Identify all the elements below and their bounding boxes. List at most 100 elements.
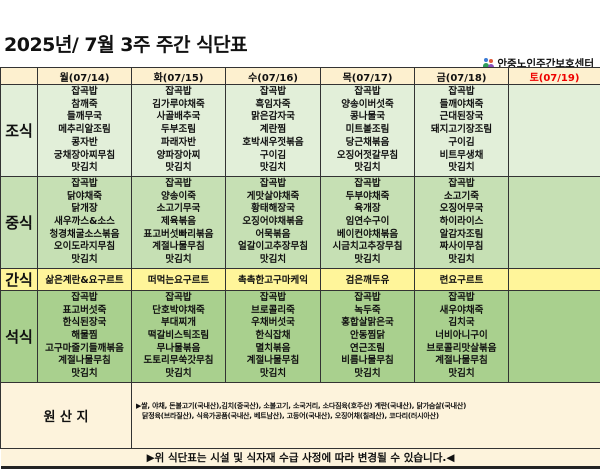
- day-header: 화(07/15): [132, 68, 226, 85]
- menu-item: 양송이죽: [132, 191, 225, 204]
- notice-row: ▶위 식단표는 시설 및 식자재 수급 사정에 따라 변경될 수 있습니다.◀: [1, 448, 600, 467]
- menu-item: 안동찜닭: [321, 330, 414, 343]
- menu-item: 새우야채죽: [415, 305, 508, 318]
- meal-label: 석식: [1, 290, 38, 382]
- menu-item: 맛김치: [132, 254, 225, 267]
- menu-item: 잡곡밥: [132, 86, 225, 99]
- menu-item: 양송이버섯죽: [321, 99, 414, 112]
- day-header: 금(07/18): [415, 68, 509, 85]
- menu-item: 맑은감자국: [226, 111, 320, 124]
- menu-item: 맛김치: [321, 254, 414, 267]
- menu-item: 계절나물무침: [226, 355, 320, 368]
- menu-item: 근대된장국: [415, 111, 508, 124]
- menu-item: 맛김치: [415, 254, 508, 267]
- menu-item: 황태해장국: [226, 203, 320, 216]
- menu-item: 잡곡밥: [38, 292, 131, 305]
- origin-label: 원 산 지: [1, 382, 132, 448]
- menu-item: 들깨야채죽: [415, 99, 508, 112]
- menu-item: 잡곡밥: [415, 292, 508, 305]
- menu-item: 한식된장국: [38, 317, 131, 330]
- menu-item: 들깨무국: [38, 111, 131, 124]
- menu-item: 청경채굴소스볶음: [38, 229, 131, 242]
- menu-item: 시금치고추장무침: [321, 241, 414, 254]
- menu-item: 계란찜: [226, 124, 320, 137]
- day-header: 월(07/14): [38, 68, 132, 85]
- menu-item: 제육볶음: [132, 216, 225, 229]
- notice-text: ▶위 식단표는 시설 및 식자재 수급 사정에 따라 변경될 수 있습니다.◀: [1, 448, 600, 467]
- menu-item: 연근조림: [321, 343, 414, 356]
- menu-item: 게맛살야채죽: [226, 191, 320, 204]
- menu-item: 우채버섯국: [226, 317, 320, 330]
- menu-item: 맛김치: [38, 368, 131, 381]
- menu-item: 임연수구이: [321, 216, 414, 229]
- snack-cell: 떠먹는요구르트: [132, 268, 226, 290]
- page-title: 2025년/ 7월 3주 주간 식단표: [4, 30, 247, 57]
- menu-item: 계절나물무침: [132, 241, 225, 254]
- menu-item: 잡곡밥: [226, 178, 320, 191]
- menu-item: 흑임자죽: [226, 99, 320, 112]
- menu-item: 오징어무국: [415, 203, 508, 216]
- menu-item: 계절나물무침: [415, 355, 508, 368]
- menu-item: 구이김: [226, 150, 320, 163]
- menu-item: 파래자반: [132, 137, 225, 150]
- menu-item: 당근채볶음: [321, 137, 414, 150]
- menu-item: 오이도라지무침: [38, 241, 131, 254]
- menu-item: 부대찌개: [132, 317, 225, 330]
- origin-row: 원 산 지 ▶쌀, 야채, 돈불고기(국내산),김치(중국산), 소불고기, 소…: [1, 382, 600, 448]
- menu-item: 떡갈비스틱조림: [132, 330, 225, 343]
- menu-item: 무나물볶음: [132, 343, 225, 356]
- menu-item: 호박새우젓볶음: [226, 137, 320, 150]
- menu-item: 비트무생채: [415, 150, 508, 163]
- menu-item: 오징어젓갈무침: [321, 150, 414, 163]
- snack-cell: 삶은계란&요구르트: [38, 268, 132, 290]
- menu-item: 계절나물무침: [38, 355, 131, 368]
- menu-item: 오징어야채볶음: [226, 216, 320, 229]
- menu-item: 새우까스&소스: [38, 216, 131, 229]
- menu-item: 잡곡밥: [38, 86, 131, 99]
- menu-item: 메추리알조림: [38, 124, 131, 137]
- day-header-row: 월(07/14) 화(07/15) 수(07/16) 목(07/17) 금(07…: [1, 68, 600, 85]
- menu-item: 도토리무쑥갓무침: [132, 355, 225, 368]
- menu-item: 콩자반: [38, 137, 131, 150]
- menu-item: 소고기무국: [132, 203, 225, 216]
- menu-item: 어묵볶음: [226, 229, 320, 242]
- menu-item: 하이라이스: [415, 216, 508, 229]
- menu-item: 닭개장: [38, 203, 131, 216]
- menu-item: 궁채장아찌무침: [38, 150, 131, 163]
- menu-item: 맛김치: [132, 162, 225, 175]
- dinner-menu-cell: [509, 290, 600, 382]
- menu-item: 돼지고기장조림: [415, 124, 508, 137]
- menu-item: 잡곡밥: [226, 292, 320, 305]
- menu-item: 두부야채죽: [321, 191, 414, 204]
- breakfast-menu-cell: [509, 85, 600, 177]
- menu-item: 두부조림: [132, 124, 225, 137]
- menu-item: 맛김치: [38, 162, 131, 175]
- menu-item: 맛김치: [132, 368, 225, 381]
- menu-item: 잡곡밥: [321, 86, 414, 99]
- menu-item: 얼갈이고추장무침: [226, 241, 320, 254]
- menu-item: 미트볼조림: [321, 124, 414, 137]
- menu-item: 잡곡밥: [415, 178, 508, 191]
- menu-item: 해물찜: [38, 330, 131, 343]
- menu-item: 단호박야채죽: [132, 305, 225, 318]
- day-header: 수(07/16): [226, 68, 321, 85]
- origin-text: ▶쌀, 야채, 돈불고기(국내산),김치(중국산), 소불고기, 소국거리, 소…: [132, 382, 600, 448]
- day-header-saturday: 토(07/19): [509, 68, 600, 85]
- meal-label: 조식: [1, 85, 38, 177]
- day-header: 목(07/17): [321, 68, 415, 85]
- menu-item: 잡곡밥: [226, 86, 320, 99]
- snack-cell: 련요구르트: [415, 268, 509, 290]
- menu-item: 맛김치: [38, 254, 131, 267]
- menu-item: 표고버섯죽: [38, 305, 131, 318]
- snack-row: 간식 삶은계란&요구르트 떠먹는요구르트 촉촉한고구마케익 검은깨두유 련요구르…: [1, 268, 600, 290]
